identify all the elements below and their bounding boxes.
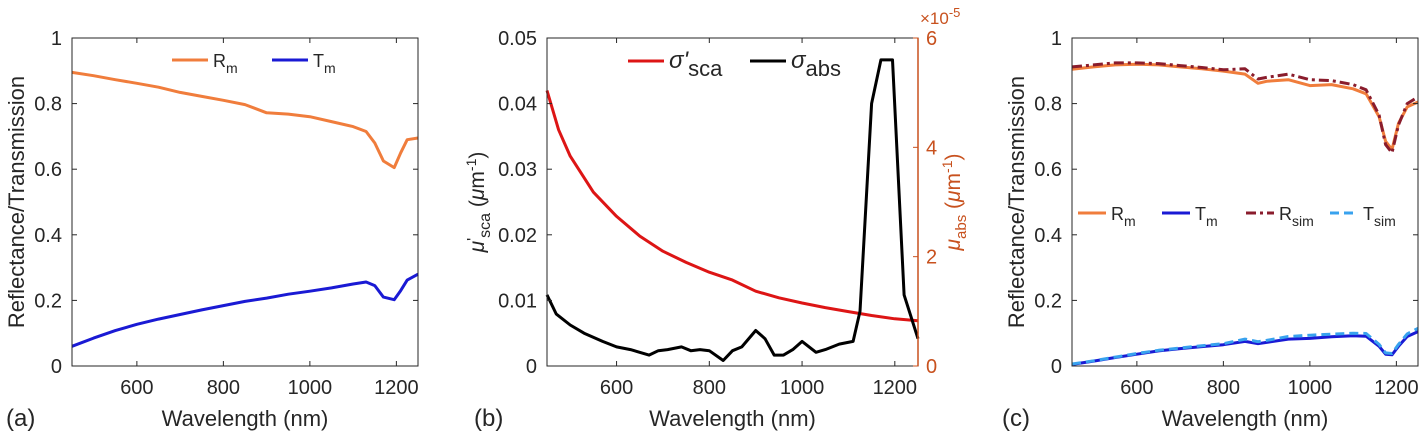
y-tick-label: 0 <box>526 356 537 378</box>
legend-label-1: σabs <box>791 47 841 81</box>
y-right-tick-label: 4 <box>926 137 937 159</box>
legend-label-0: Rm <box>1111 204 1136 229</box>
x-tick-label: 600 <box>120 377 153 399</box>
y-tick-label: 0 <box>1051 356 1062 378</box>
y-tick-label: 0.8 <box>34 94 62 116</box>
y-tick-label: 0.03 <box>498 159 537 181</box>
x-tick-label: 800 <box>1207 377 1240 399</box>
y-right-tick-label: 0 <box>926 356 937 378</box>
y-tick-label: 0.8 <box>1034 94 1062 116</box>
x-tick-label: 1000 <box>288 377 333 399</box>
y-tick-label: 0.4 <box>1034 225 1062 247</box>
panel-label: (b) <box>474 405 503 432</box>
panel-label: (c) <box>1002 405 1030 432</box>
series-line--sca <box>545 90 919 323</box>
y-tick-label: 0 <box>51 356 62 378</box>
legend-label-1: Tm <box>1195 204 1218 229</box>
panel-c: 600 800 1000 1200 0 0.2 0.4 0.6 0.8 1 Wavelength (… <box>1002 28 1419 432</box>
panel-b: 600 800 1000 1200 0 0.01 0.02 0.03 0.04 0.05 0 2 4 6×… <box>463 5 970 432</box>
legend-label-2: Rsim <box>1279 204 1314 229</box>
legend-label-0: Rm <box>213 51 238 76</box>
y-tick-label: 1 <box>1051 28 1062 50</box>
series-line-t-m <box>71 272 419 348</box>
plot-area <box>546 37 919 367</box>
panel-a: 600 800 1000 1200 0 0.2 0.4 0.6 0.8 1 Wavelength (… <box>4 28 419 432</box>
y-tick-label: 0.2 <box>34 290 62 312</box>
x-tick-label: 600 <box>1120 377 1153 399</box>
plot-frame <box>1071 37 1419 367</box>
y-right-tick-label: 6 <box>926 28 937 50</box>
y-tick-label: 0.6 <box>1034 159 1062 181</box>
y-tick-label: 1 <box>51 28 62 50</box>
y-tick-label: 0.6 <box>34 159 62 181</box>
x-tick-label: 800 <box>207 377 240 399</box>
y-tick-label: 0.4 <box>34 225 62 247</box>
legend-label-1: Tm <box>313 51 336 76</box>
plot-area <box>1071 37 1419 367</box>
legend-label-0: σ'sca <box>669 47 723 81</box>
series-line--abs <box>545 58 920 362</box>
x-tick-label: 800 <box>693 377 726 399</box>
x-axis-label: Wavelength (nm) <box>162 406 329 431</box>
y-axis-left-label: μ'sca (μm-1) <box>463 152 494 254</box>
series-line-r-m <box>71 70 419 170</box>
y-tick-label: 0.05 <box>498 28 537 50</box>
y-axis-label: Reflectance/Transmission <box>1004 76 1029 328</box>
plot-frame <box>71 37 419 367</box>
x-tick-label: 600 <box>600 377 633 399</box>
plot-area <box>71 37 419 367</box>
x-tick-label: 1000 <box>780 377 825 399</box>
series-line-r-m <box>1071 62 1419 151</box>
x-tick-label: 1200 <box>374 377 419 399</box>
right-axis-exponent: ×10-5 <box>920 5 960 28</box>
x-tick-label: 1200 <box>1374 377 1419 399</box>
y-axis-right-label: μabs (μm-1) <box>939 154 970 252</box>
y-tick-label: 0.04 <box>498 94 537 116</box>
y-right-tick-label: 2 <box>926 247 937 269</box>
y-tick-label: 0.02 <box>498 225 537 247</box>
series-line-t-sim <box>1071 326 1419 366</box>
series-line-r-sim <box>1071 61 1419 155</box>
x-axis-label: Wavelength (nm) <box>649 406 816 431</box>
x-axis-label: Wavelength (nm) <box>1162 406 1329 431</box>
y-tick-label: 0.2 <box>1034 290 1062 312</box>
panel-label: (a) <box>6 405 35 432</box>
legend-label-3: Tsim <box>1363 204 1396 229</box>
y-tick-label: 0.01 <box>498 290 537 312</box>
x-tick-label: 1200 <box>873 377 918 399</box>
y-axis-label: Reflectance/Transmission <box>4 76 29 328</box>
x-tick-label: 1000 <box>1288 377 1333 399</box>
